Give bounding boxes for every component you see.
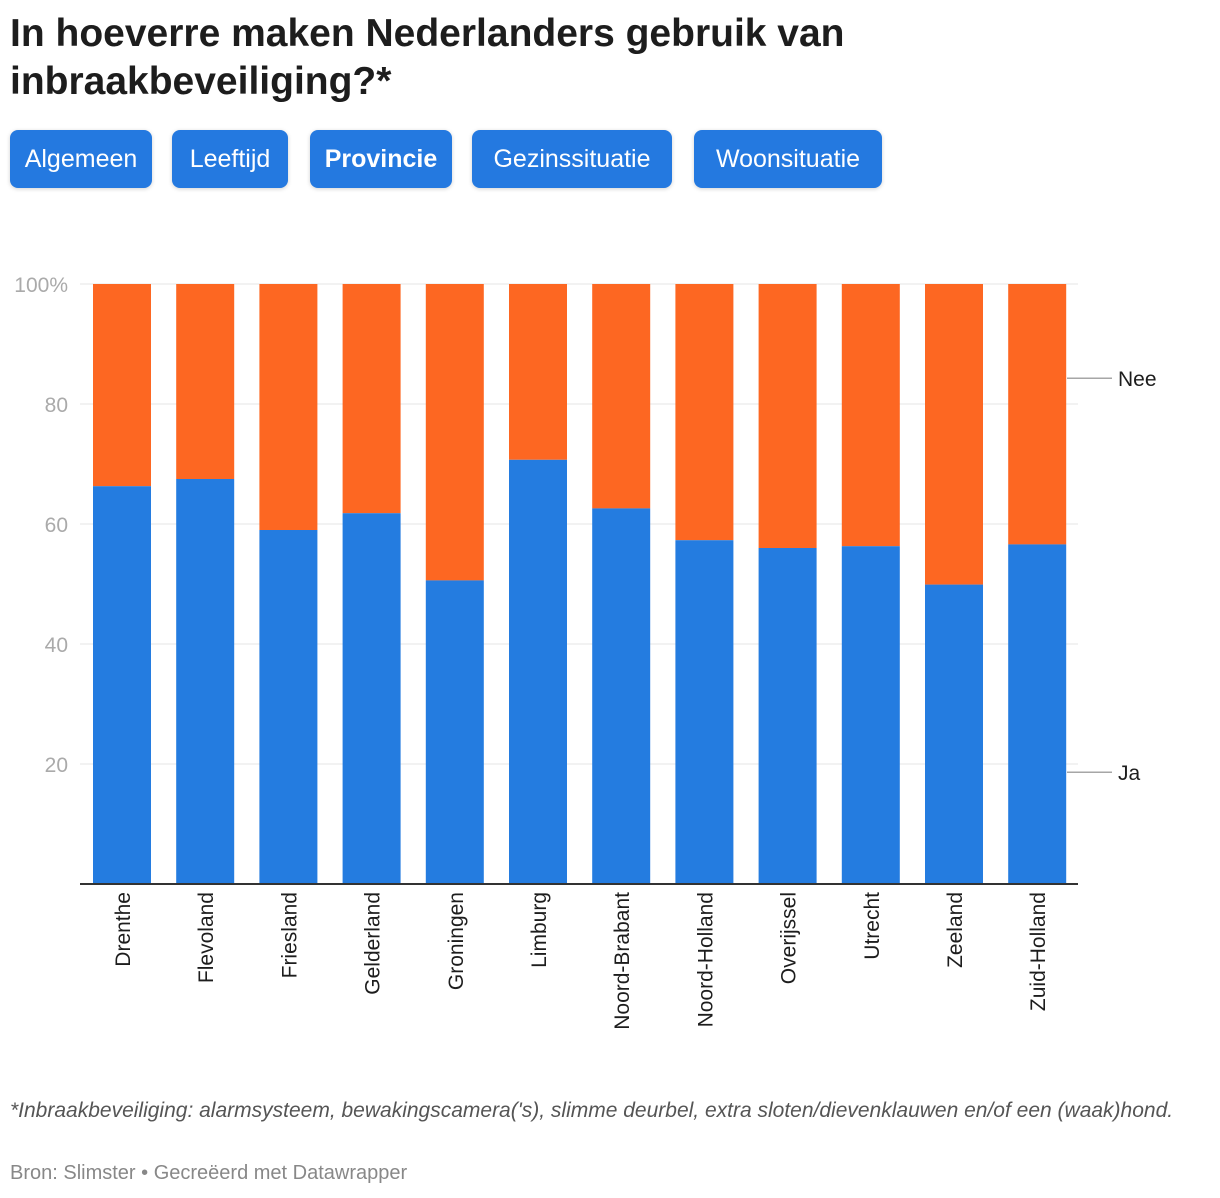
y-tick-label: 100% (14, 274, 68, 297)
bar-ja-groningen[interactable] (425, 580, 484, 884)
bar-nee-gelderland[interactable] (342, 284, 401, 514)
x-tick-label: Flevoland (195, 892, 218, 983)
bar-nee-groningen[interactable] (425, 284, 484, 581)
bar-nee-drenthe[interactable] (93, 284, 151, 487)
source-credit: Bron: Slimster • Gecreëerd met Datawrapp… (10, 1162, 408, 1184)
x-tick-label: Zuid-Holland (1027, 892, 1050, 1011)
bar-ja-utrecht[interactable] (841, 546, 900, 884)
x-tick-label: Utrecht (861, 892, 884, 960)
series-label-nee: Nee (1118, 368, 1157, 391)
x-tick-label: Noord-Brabant (611, 892, 634, 1030)
tab-provincie[interactable]: Provincie (310, 130, 452, 188)
bar-ja-noord-holland[interactable] (675, 540, 734, 884)
stacked-bar-chart: 20 40 60 80 100% Drenthe Flevoland Friesland Gel… (14, 274, 1157, 1030)
series-label-ja: Ja (1118, 762, 1141, 785)
tab-leeftijd[interactable]: Leeftijd (172, 130, 288, 188)
y-tick-label: 40 (45, 634, 68, 657)
x-tick-label: Friesland (278, 892, 301, 978)
y-tick-label: 20 (45, 754, 68, 777)
bar-ja-flevoland[interactable] (176, 479, 235, 884)
y-tick-label: 60 (45, 514, 68, 537)
bar-ja-zeeland[interactable] (925, 584, 983, 884)
x-tick-label: Noord-Holland (694, 892, 717, 1027)
bar-nee-flevoland[interactable] (176, 284, 235, 479)
x-tick-label: Overijssel (778, 892, 801, 984)
bar-ja-zuid-holland[interactable] (1008, 544, 1067, 884)
x-tick-label: Drenthe (112, 892, 135, 967)
bar-nee-noord-brabant[interactable] (592, 284, 651, 509)
bar-nee-zeeland[interactable] (925, 284, 983, 585)
bar-ja-noord-brabant[interactable] (592, 508, 651, 884)
bar-ja-overijssel[interactable] (758, 548, 817, 884)
x-tick-label: Limburg (528, 892, 551, 968)
bar-ja-gelderland[interactable] (342, 513, 401, 884)
bar-ja-friesland[interactable] (259, 530, 318, 884)
y-tick-label: 80 (45, 394, 68, 417)
footnote: *Inbraakbeveiliging: alarmsysteem, bewak… (10, 1099, 1174, 1122)
bar-ja-drenthe[interactable] (93, 486, 151, 884)
bar-nee-noord-holland[interactable] (675, 284, 734, 541)
bar-nee-zuid-holland[interactable] (1008, 284, 1067, 545)
x-tick-label: Groningen (445, 892, 468, 990)
chart-title: In hoeverre maken Nederlanders gebruik v… (10, 12, 845, 103)
tab-woonsituatie[interactable]: Woonsituatie (694, 130, 882, 188)
bar-ja-limburg[interactable] (509, 459, 567, 884)
tab-gezinssituatie[interactable]: Gezinssituatie (472, 130, 672, 188)
x-tick-label: Zeeland (944, 892, 967, 968)
bar-nee-friesland[interactable] (259, 284, 318, 530)
bar-nee-overijssel[interactable] (758, 284, 817, 548)
bar-nee-limburg[interactable] (509, 284, 567, 460)
x-tick-label: Gelderland (362, 892, 385, 995)
bar-nee-utrecht[interactable] (841, 284, 900, 547)
tab-algemeen[interactable]: Algemeen (10, 130, 152, 188)
